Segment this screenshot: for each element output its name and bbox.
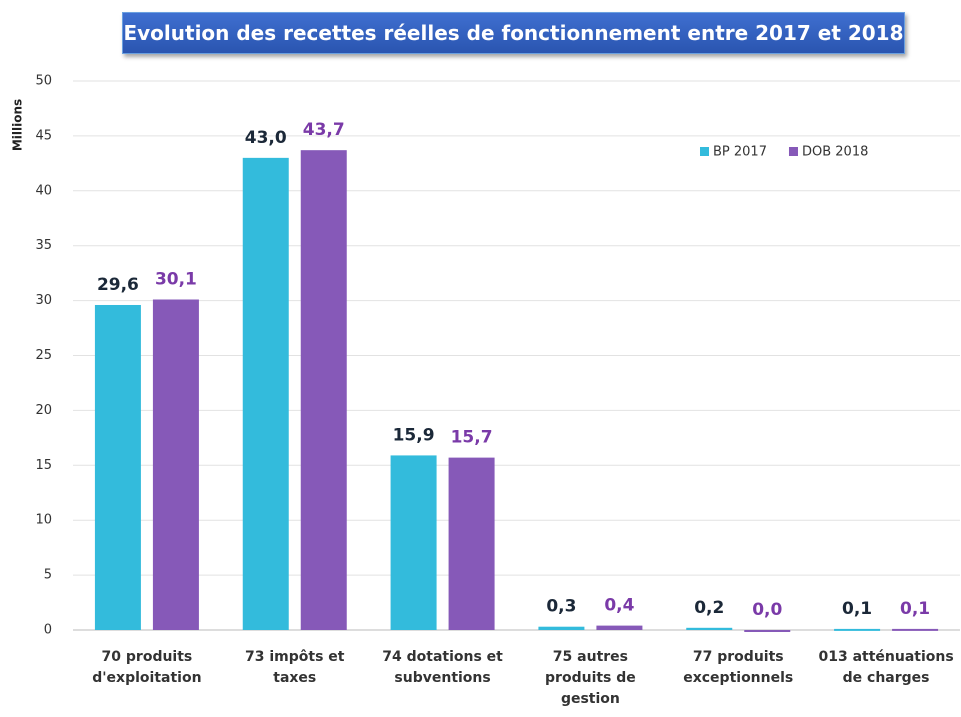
bar <box>300 150 347 630</box>
data-label: 15,9 <box>393 425 435 445</box>
y-tick-label: 35 <box>35 238 52 253</box>
y-tick-label: 5 <box>44 568 52 583</box>
x-tick-label: 73 impôts et taxes <box>245 649 345 686</box>
data-label: 43,0 <box>245 128 287 148</box>
data-label: 30,1 <box>155 270 197 290</box>
y-tick-label: 15 <box>35 458 52 473</box>
bar <box>94 304 141 630</box>
bar <box>834 628 881 631</box>
bar <box>596 625 643 630</box>
bar <box>686 627 733 630</box>
y-tick-label: 0 <box>44 623 52 638</box>
x-tick-label: 013 atténuations de charges <box>818 649 954 686</box>
bar <box>538 626 585 630</box>
data-label: 15,7 <box>451 428 493 448</box>
bar <box>448 457 495 630</box>
x-tick-label: 77 produits exceptionnels <box>683 649 794 686</box>
y-tick-label: 50 <box>35 74 52 89</box>
data-label: 0,1 <box>900 599 930 619</box>
bar <box>744 630 791 632</box>
bar <box>892 628 939 631</box>
legend-label: DOB 2018 <box>802 145 868 160</box>
y-tick-label: 25 <box>35 348 52 363</box>
chart-title: Evolution des recettes réelles de foncti… <box>122 12 905 54</box>
bar <box>390 455 437 630</box>
data-label: 0,4 <box>604 596 634 616</box>
data-label: 0,2 <box>694 598 724 618</box>
y-tick-label: 40 <box>35 183 52 198</box>
legend-label: BP 2017 <box>713 145 767 160</box>
x-tick-label: 70 produits d'exploitation <box>92 649 202 686</box>
y-tick-label: 45 <box>35 128 52 143</box>
legend-swatch <box>788 147 798 156</box>
data-label: 0,1 <box>842 599 872 619</box>
y-axis-label: Millions <box>11 99 25 151</box>
y-tick-label: 30 <box>35 293 52 308</box>
y-tick-label: 10 <box>35 513 52 528</box>
bar <box>242 157 289 631</box>
data-label: 29,6 <box>97 275 139 295</box>
data-label: 43,7 <box>303 120 345 140</box>
x-tick-label: 74 dotations et subventions <box>382 649 503 686</box>
data-label: 0,3 <box>546 597 576 617</box>
bar <box>152 299 199 630</box>
y-tick-label: 20 <box>35 403 52 418</box>
legend-swatch <box>700 147 709 156</box>
data-label: 0,0 <box>752 600 782 620</box>
x-tick-label: 75 autres produits de gestion <box>545 649 636 707</box>
